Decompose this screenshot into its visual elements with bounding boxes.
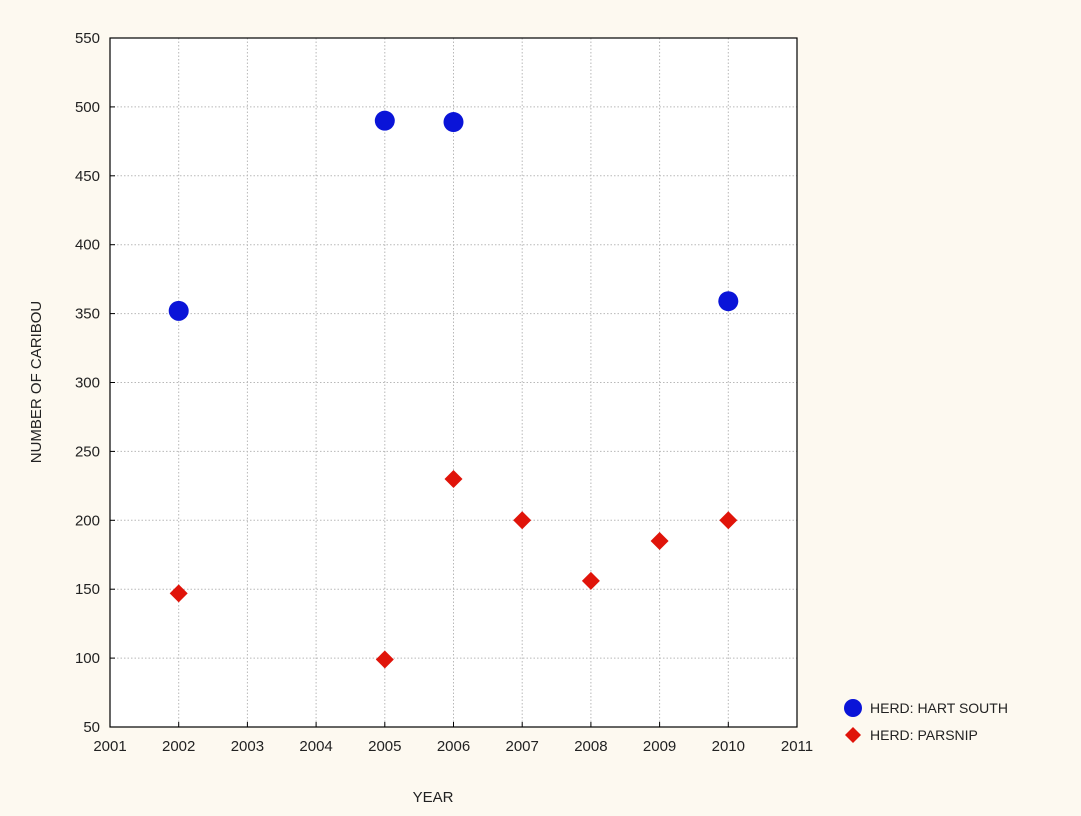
- y-tick-label: 250: [75, 443, 100, 460]
- series-1: [169, 469, 738, 669]
- data-point-diamond: [719, 511, 738, 530]
- x-tick-label: 2005: [368, 738, 401, 755]
- x-tick-label: 2007: [506, 738, 539, 755]
- y-tick-label: 150: [75, 581, 100, 598]
- y-tick-label: 200: [75, 512, 100, 529]
- grid: [110, 38, 797, 727]
- data-point-circle: [374, 110, 395, 131]
- y-tick-label: 50: [83, 719, 100, 736]
- data-point-diamond: [581, 571, 600, 590]
- x-axis: 2001 2002 2003 2004 2005 2006 2007 2008 2009 2010…: [93, 722, 813, 755]
- x-tick-label: 2004: [299, 738, 332, 755]
- legend-marker-diamond: [845, 727, 861, 743]
- x-axis-title: YEAR: [413, 789, 454, 806]
- x-tick-label: 2001: [93, 738, 126, 755]
- y-tick-label: 100: [75, 650, 100, 667]
- x-tick-label: 2002: [162, 738, 195, 755]
- y-axis-title: NUMBER OF CARIBOU: [28, 301, 45, 464]
- data-point-circle: [718, 291, 739, 312]
- data-point-diamond: [444, 469, 463, 488]
- y-tick-label: 550: [75, 30, 100, 47]
- y-tick-label: 300: [75, 375, 100, 392]
- legend-label: HERD: PARSNIP: [870, 727, 978, 743]
- legend-label: HERD: HART SOUTH: [870, 700, 1008, 716]
- data-point-diamond: [513, 511, 532, 530]
- legend-item: HERD: PARSNIP: [845, 727, 978, 743]
- data-point-diamond: [375, 650, 394, 669]
- x-tick-label: 2011: [781, 738, 813, 755]
- legend-marker-circle: [844, 699, 862, 717]
- y-tick-label: 350: [75, 306, 100, 323]
- y-tick-label: 400: [75, 237, 100, 254]
- y-axis: 50 100 150 200 250 300 350 400 450 500 550: [75, 30, 115, 736]
- y-tick-label: 500: [75, 99, 100, 116]
- legend-item: HERD: HART SOUTH: [844, 699, 1008, 717]
- x-tick-label: 2003: [231, 738, 264, 755]
- data-points: [168, 110, 739, 669]
- y-tick-label: 450: [75, 168, 100, 185]
- series-0: [168, 110, 739, 321]
- data-point-circle: [168, 300, 189, 321]
- data-point-diamond: [169, 584, 188, 603]
- x-tick-label: 2006: [437, 738, 470, 755]
- x-tick-label: 2008: [574, 738, 607, 755]
- legend: HERD: HART SOUTH HERD: PARSNIP: [844, 699, 1008, 743]
- data-point-diamond: [650, 531, 669, 550]
- x-tick-label: 2010: [712, 738, 745, 755]
- x-tick-label: 2009: [643, 738, 676, 755]
- data-point-circle: [443, 112, 464, 133]
